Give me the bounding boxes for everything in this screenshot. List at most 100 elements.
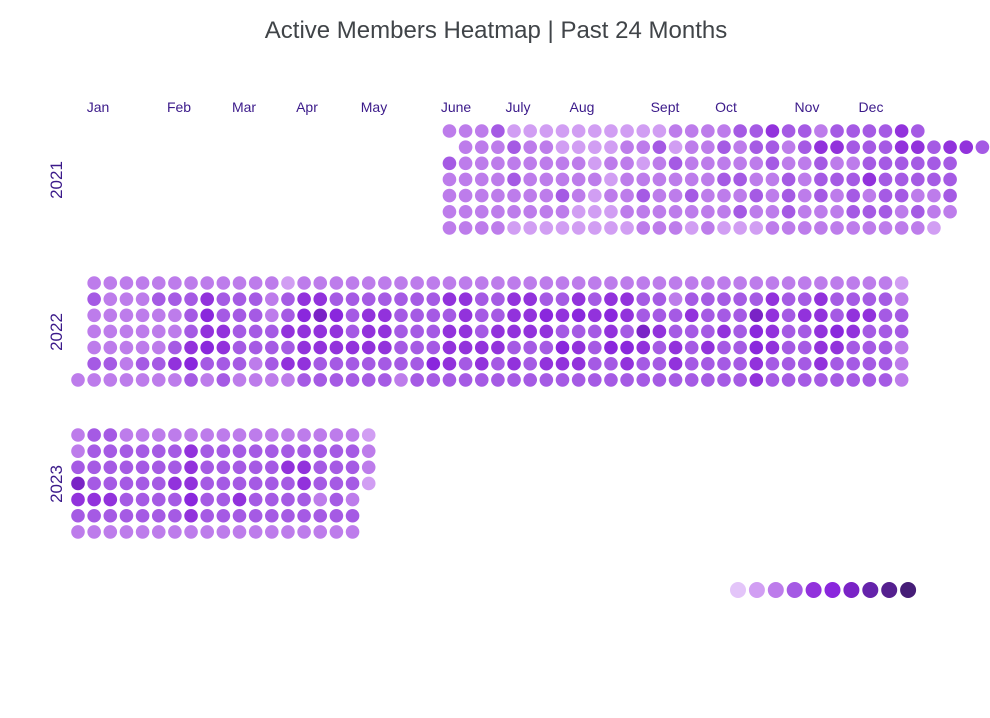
day-cell[interactable]	[474, 188, 489, 203]
day-cell[interactable]	[474, 308, 489, 323]
day-cell[interactable]	[717, 172, 731, 187]
day-cell[interactable]	[717, 221, 731, 235]
day-cell[interactable]	[765, 140, 780, 154]
day-cell[interactable]	[232, 428, 247, 442]
day-cell[interactable]	[878, 356, 893, 371]
day-cell[interactable]	[345, 356, 360, 371]
day-cell[interactable]	[701, 276, 715, 290]
day-cell[interactable]	[797, 292, 812, 306]
day-cell[interactable]	[862, 356, 877, 371]
day-cell[interactable]	[749, 276, 764, 290]
day-cell[interactable]	[636, 221, 651, 235]
day-cell[interactable]	[523, 292, 537, 306]
day-cell[interactable]	[620, 188, 634, 203]
day-cell[interactable]	[442, 373, 457, 387]
day-cell[interactable]	[620, 373, 634, 387]
day-cell[interactable]	[604, 340, 618, 355]
day-cell[interactable]	[216, 324, 231, 339]
day-cell[interactable]	[652, 172, 667, 187]
day-cell[interactable]	[781, 140, 796, 154]
day-cell[interactable]	[604, 156, 618, 171]
day-cell[interactable]	[329, 373, 344, 387]
day-cell[interactable]	[717, 140, 731, 154]
day-cell[interactable]	[345, 292, 360, 306]
day-cell[interactable]	[539, 221, 554, 235]
day-cell[interactable]	[361, 356, 376, 371]
day-cell[interactable]	[717, 373, 731, 387]
day-cell[interactable]	[555, 221, 570, 235]
day-cell[interactable]	[458, 140, 473, 154]
day-cell[interactable]	[571, 156, 586, 171]
day-cell[interactable]	[927, 188, 941, 203]
day-cell[interactable]	[103, 428, 118, 442]
day-cell[interactable]	[119, 324, 134, 339]
day-cell[interactable]	[911, 188, 925, 203]
day-cell[interactable]	[168, 308, 182, 323]
day-cell[interactable]	[313, 525, 328, 539]
day-cell[interactable]	[265, 444, 279, 458]
day-cell[interactable]	[297, 508, 311, 523]
day-cell[interactable]	[894, 188, 909, 203]
day-cell[interactable]	[507, 356, 521, 371]
day-cell[interactable]	[555, 324, 570, 339]
day-cell[interactable]	[184, 525, 198, 539]
day-cell[interactable]	[717, 204, 731, 219]
day-cell[interactable]	[846, 373, 860, 387]
day-cell[interactable]	[168, 356, 182, 371]
day-cell[interactable]	[862, 140, 877, 154]
day-cell[interactable]	[378, 356, 392, 371]
day-cell[interactable]	[87, 492, 101, 507]
day-cell[interactable]	[878, 308, 893, 323]
day-cell[interactable]	[733, 324, 747, 339]
day-cell[interactable]	[959, 140, 974, 154]
day-cell[interactable]	[684, 292, 699, 306]
day-cell[interactable]	[200, 476, 214, 491]
day-cell[interactable]	[442, 204, 457, 219]
day-cell[interactable]	[878, 340, 893, 355]
day-cell[interactable]	[184, 460, 198, 475]
day-cell[interactable]	[894, 156, 909, 171]
day-cell[interactable]	[765, 188, 780, 203]
day-cell[interactable]	[911, 221, 925, 235]
day-cell[interactable]	[701, 373, 715, 387]
day-cell[interactable]	[668, 292, 683, 306]
day-cell[interactable]	[555, 356, 570, 371]
day-cell[interactable]	[329, 476, 344, 491]
day-cell[interactable]	[555, 140, 570, 154]
day-cell[interactable]	[410, 276, 424, 290]
day-cell[interactable]	[507, 204, 521, 219]
day-cell[interactable]	[87, 525, 101, 539]
day-cell[interactable]	[523, 124, 537, 138]
day-cell[interactable]	[313, 444, 328, 458]
day-cell[interactable]	[684, 124, 699, 138]
day-cell[interactable]	[491, 156, 505, 171]
day-cell[interactable]	[103, 324, 118, 339]
day-cell[interactable]	[781, 188, 796, 203]
day-cell[interactable]	[814, 204, 828, 219]
day-cell[interactable]	[894, 140, 909, 154]
day-cell[interactable]	[135, 460, 150, 475]
day-cell[interactable]	[668, 373, 683, 387]
day-cell[interactable]	[184, 324, 198, 339]
day-cell[interactable]	[652, 356, 667, 371]
day-cell[interactable]	[265, 508, 279, 523]
day-cell[interactable]	[749, 356, 764, 371]
day-cell[interactable]	[636, 373, 651, 387]
day-cell[interactable]	[71, 508, 85, 523]
day-cell[interactable]	[765, 373, 780, 387]
day-cell[interactable]	[491, 124, 505, 138]
day-cell[interactable]	[442, 188, 457, 203]
day-cell[interactable]	[345, 525, 360, 539]
day-cell[interactable]	[733, 356, 747, 371]
day-cell[interactable]	[620, 140, 634, 154]
day-cell[interactable]	[588, 188, 602, 203]
day-cell[interactable]	[781, 204, 796, 219]
day-cell[interactable]	[297, 292, 311, 306]
day-cell[interactable]	[588, 292, 602, 306]
day-cell[interactable]	[232, 460, 247, 475]
day-cell[interactable]	[781, 292, 796, 306]
day-cell[interactable]	[458, 356, 473, 371]
day-cell[interactable]	[781, 172, 796, 187]
day-cell[interactable]	[329, 492, 344, 507]
day-cell[interactable]	[749, 373, 764, 387]
